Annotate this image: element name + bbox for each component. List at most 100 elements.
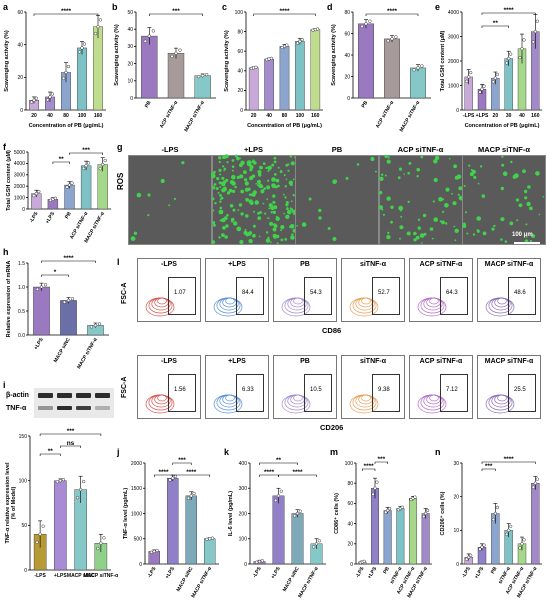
flow-ylabel-row2: FSC-A: [121, 376, 128, 398]
ros-signal: [389, 205, 394, 209]
bar: [408, 498, 417, 565]
y-tick-label: 1.5: [18, 261, 25, 267]
ros-signal: [437, 197, 443, 202]
data-point: [149, 550, 154, 554]
y-axis-label: Scavenging activity (%): [331, 24, 337, 86]
gate-percentage: 54.3: [310, 290, 322, 296]
category-label: 160: [94, 113, 103, 119]
ros-signal: [412, 231, 417, 236]
significance-label: ****: [186, 469, 197, 476]
data-point: [480, 87, 484, 91]
x-axis-label: Concentration of PB (μg/mL): [29, 123, 104, 129]
blot-label-tnf: TNF-α: [6, 405, 27, 412]
data-point: [478, 547, 482, 551]
ros-signal: [380, 173, 383, 176]
flow-plot-title: siTNF-α: [359, 261, 387, 268]
ros-signal: [215, 177, 219, 181]
contour-line: [225, 297, 235, 305]
significance-label: ****: [364, 463, 375, 470]
flow-plot: -LPS 1.07: [137, 258, 201, 322]
data-point: [467, 75, 471, 79]
data-point: [61, 76, 66, 80]
category-label: 100: [78, 113, 87, 119]
ros-signal: [386, 159, 391, 164]
category-label: MACP siNC: [282, 566, 301, 593]
contour-line: [497, 394, 507, 402]
ros-signal: [284, 203, 288, 207]
ros-signal: [238, 174, 243, 179]
blot-band: [57, 406, 72, 410]
data-point: [412, 68, 416, 72]
y-axis-label: Relative expression of mRNA: [6, 261, 12, 338]
data-point: [205, 72, 209, 77]
data-point: [469, 70, 473, 75]
significance-bracket: [481, 12, 536, 15]
ros-signal: [265, 238, 270, 243]
flow-plot: siTNF-α 52.7: [341, 258, 405, 322]
ros-signal: [289, 224, 294, 229]
data-point: [61, 477, 66, 482]
significance-bracket: [259, 462, 298, 465]
ros-signal: [516, 219, 519, 222]
ros-signal: [526, 201, 531, 207]
ros-signal: [275, 178, 279, 183]
y-tick-label: 300: [239, 486, 248, 492]
data-point: [66, 64, 71, 69]
flow-xlabel-row2: CD206: [320, 423, 344, 432]
data-point: [82, 479, 86, 484]
ros-signal: [233, 185, 237, 189]
flow-plot: -LPS 1.56: [137, 355, 201, 419]
ros-signal: [285, 207, 289, 211]
data-point: [269, 56, 274, 61]
data-point: [317, 539, 321, 543]
category-label: 100: [296, 113, 305, 119]
data-point: [168, 478, 172, 482]
flow-plot: +LPS 6.33: [205, 355, 269, 419]
ros-signal: [211, 197, 214, 201]
y-tick-label: 20: [453, 494, 459, 500]
data-point: [522, 538, 526, 542]
ros-signal: [219, 198, 221, 201]
ros-signal: [513, 173, 519, 179]
ros-signal: [282, 212, 285, 215]
ros-signal: [500, 238, 503, 241]
ros-signal: [454, 239, 456, 242]
ros-signal: [223, 235, 228, 239]
scale-bar-label: 100 μm: [512, 232, 533, 238]
data-point: [493, 76, 497, 80]
flow-contour: [213, 297, 243, 317]
ros-signal: [439, 220, 442, 223]
significance-bracket: [374, 461, 388, 464]
gate-percentage: 1.07: [174, 290, 186, 296]
ros-signal: [525, 223, 528, 226]
data-point: [192, 491, 196, 496]
bar: [531, 483, 540, 565]
ros-signal: [133, 231, 138, 235]
panel-label-m: m: [330, 447, 339, 457]
ros-signal: [270, 163, 274, 167]
significance-label: ****: [61, 8, 72, 15]
significance-label: **: [276, 457, 282, 464]
ros-signal: [434, 155, 439, 161]
y-tick-label: 2000: [131, 461, 142, 467]
bar: [248, 67, 259, 111]
y-tick-label: 150: [19, 434, 28, 440]
data-point: [39, 285, 44, 289]
ros-signal: [271, 200, 275, 204]
data-point: [368, 19, 372, 23]
data-point: [147, 34, 151, 38]
data-point: [255, 560, 259, 564]
ros-signal: [272, 233, 277, 238]
y-tick-label: 4000: [448, 10, 459, 16]
ros-signal: [272, 205, 277, 210]
ros-signal: [335, 179, 337, 182]
significance-label: **: [48, 448, 54, 455]
ros-signal: [481, 194, 486, 198]
data-point: [424, 511, 428, 516]
flow-gate: [508, 374, 536, 412]
ros-signal: [223, 167, 226, 171]
ros-signal: [407, 161, 411, 165]
y-tick-label: 60: [17, 10, 23, 16]
panel-label-l: l: [117, 257, 120, 267]
flow-contour: [485, 394, 515, 414]
